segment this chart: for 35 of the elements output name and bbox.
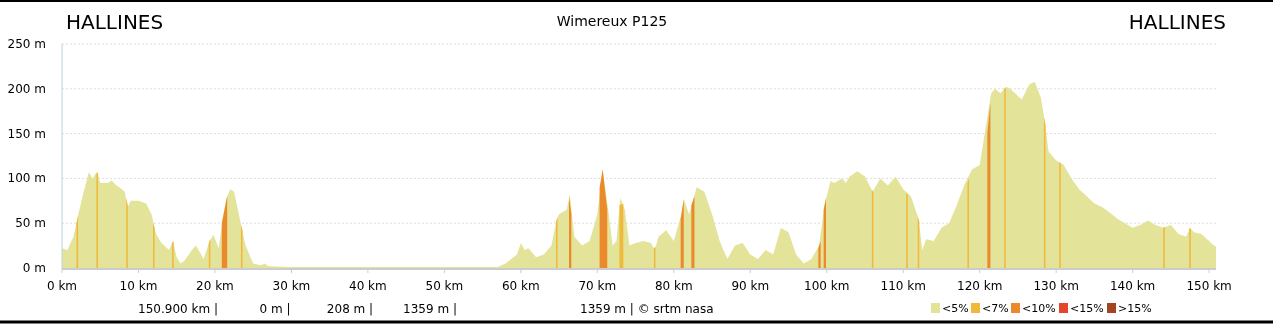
text: HALLINES [1128,10,1226,34]
legend-label: <5% [942,302,969,315]
text: <15% [1070,302,1104,315]
x-tick-label: 10 km [119,279,158,293]
x-tick-label: 100 km [804,279,850,293]
x-tick-label: 60 km [501,279,540,293]
text: 150.900 km | [138,302,218,316]
x-tick-label: 50 km [425,279,464,293]
legend-label: <7% [982,302,1009,315]
chart-title: Wimereux P125 [556,13,668,29]
x-tick-label: 120 km [957,279,1003,293]
text: >15% [1118,302,1152,315]
y-tick-label: 100 m [7,171,46,186]
x-tick-label: 130 km [1033,279,1079,293]
y-tick-label: 50 m [15,216,46,231]
x-tick-label: 90 km [731,279,770,293]
text: HALLINES [66,10,164,34]
x-tick-label: 20 km [196,279,234,293]
text: 1359 m | [403,302,457,316]
x-tick-label: 40 km [349,279,387,293]
x-tick-label: 140 km [1109,279,1156,293]
y-tick-label: 200 m [7,81,46,96]
y-tick-label: 250 m [7,37,46,51]
x-tick-label: 0 km [46,279,78,293]
y-tick-label: 150 m [7,126,46,141]
text: 208 m | [326,302,374,316]
x-tick-label: 110 km [880,279,926,293]
x-tick-label: 80 km [654,279,693,293]
text: 0 m | [259,302,291,316]
y-tick-label: 0 m [22,261,46,275]
x-tick-label: 30 km [272,279,311,293]
x-tick-label: 70 km [578,279,617,293]
legend-label: <10% [1022,302,1056,315]
text: 1359 m | © srtm nasa [580,302,714,316]
x-tick-label: 150 km [1186,279,1232,293]
